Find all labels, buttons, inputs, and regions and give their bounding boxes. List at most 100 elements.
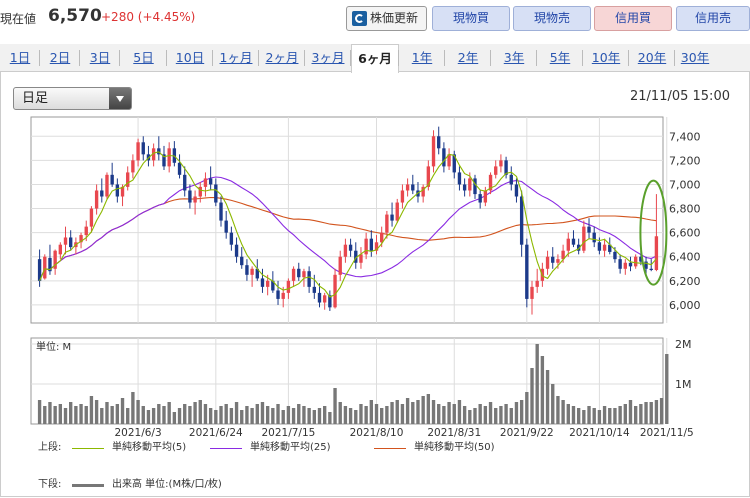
- tab-3[interactable]: 5日: [133, 50, 154, 65]
- volume-bar: [203, 404, 208, 424]
- tab-7[interactable]: 3ヶ月: [311, 50, 345, 65]
- candle-body: [514, 184, 519, 197]
- volume-bar: [519, 400, 524, 424]
- candle-body: [390, 214, 394, 221]
- volume-bar: [426, 394, 431, 424]
- volume-bar: [462, 406, 467, 424]
- volume-bar: [94, 400, 99, 424]
- candle-body: [556, 259, 560, 263]
- candle-body: [271, 280, 275, 291]
- volume-bar: [110, 406, 114, 424]
- legend-upper-label: 上段:: [38, 442, 62, 453]
- volume-bar: [172, 412, 177, 424]
- candle-body: [613, 251, 617, 260]
- candle-body: [115, 184, 120, 197]
- ma5-line: [39, 151, 657, 298]
- candle-body: [141, 142, 145, 155]
- candle-body: [483, 190, 488, 203]
- tab-4[interactable]: 10日: [175, 50, 205, 65]
- volume-bar: [79, 404, 83, 424]
- tab-2[interactable]: 3日: [89, 50, 111, 65]
- refresh-icon: [352, 11, 367, 26]
- volume-swatch: [72, 484, 104, 487]
- candle-body: [473, 178, 477, 195]
- candle-body: [457, 172, 462, 185]
- volume-bar: [359, 404, 363, 424]
- volume-unit-label: 単位: M: [36, 340, 71, 353]
- candle-body: [576, 244, 581, 251]
- candle-body: [240, 256, 244, 266]
- tab-12[interactable]: 5年: [549, 50, 571, 65]
- volume-bar: [509, 408, 513, 424]
- price-change: +280 (+4.45%): [101, 10, 196, 24]
- price-tick-label: 7,000: [669, 178, 701, 191]
- candle-body: [322, 295, 327, 303]
- candle-body: [177, 162, 182, 175]
- volume-bar: [240, 410, 244, 424]
- candle-body: [307, 271, 311, 287]
- volume-bar: [654, 400, 659, 424]
- tab-1[interactable]: 2日: [49, 50, 71, 65]
- tab-separator: [582, 50, 583, 66]
- volume-bar: [582, 410, 586, 424]
- candle-body: [58, 244, 63, 255]
- volume-bar: [644, 402, 648, 424]
- volume-bar: [157, 404, 161, 424]
- legend-ma50: 単純移動平均(50): [414, 442, 495, 453]
- candle-body: [509, 174, 513, 185]
- volume-bar: [385, 406, 389, 424]
- volume-bar: [514, 402, 519, 424]
- candle-body: [203, 178, 208, 187]
- cash-buy-button[interactable]: 現物買: [432, 6, 510, 31]
- candle-body: [462, 184, 467, 191]
- price-tick-label: 6,800: [669, 203, 701, 216]
- tab-8[interactable]: 6ヶ月: [351, 44, 399, 73]
- volume-bar: [281, 410, 285, 424]
- volume-bar: [348, 408, 353, 424]
- candle-body: [633, 256, 638, 267]
- volume-bar: [473, 408, 477, 424]
- candle-body: [69, 237, 73, 248]
- volume-bar: [198, 400, 202, 424]
- tab-separator: [79, 50, 80, 66]
- volume-bar: [390, 402, 394, 424]
- volume-bar: [442, 406, 446, 424]
- date-tick-label: 2021/11/5: [640, 427, 694, 439]
- tab-9[interactable]: 1年: [411, 50, 433, 65]
- candle-body: [234, 244, 239, 257]
- tab-separator: [119, 50, 120, 66]
- quote-header: 現在値 6,570 +280 (+4.45%) 株価更新 現物買 現物売 信用買…: [0, 0, 750, 36]
- tab-15[interactable]: 30年: [680, 50, 710, 65]
- tab-separator: [212, 50, 213, 66]
- volume-bar: [265, 406, 270, 424]
- candle-body: [162, 154, 166, 167]
- volume-bar: [333, 388, 337, 424]
- candle-body: [478, 194, 482, 203]
- volume-bar: [291, 408, 296, 424]
- tab-14[interactable]: 20年: [637, 50, 667, 65]
- cash-sell-button[interactable]: 現物売: [513, 6, 591, 31]
- update-price-button[interactable]: 株価更新: [346, 6, 427, 31]
- volume-bar: [188, 406, 192, 424]
- margin-sell-button[interactable]: 信用売: [676, 6, 750, 31]
- volume-bar: [561, 400, 565, 424]
- volume-bar: [162, 406, 166, 424]
- margin-buy-button[interactable]: 信用買: [594, 6, 672, 31]
- tab-5[interactable]: 1ヶ月: [219, 50, 253, 65]
- tab-0[interactable]: 1日: [9, 50, 31, 65]
- volume-bar: [483, 406, 488, 424]
- tab-13[interactable]: 10年: [591, 50, 621, 65]
- volume-bar: [317, 408, 322, 424]
- tab-6[interactable]: 2ヶ月: [265, 50, 299, 65]
- tab-10[interactable]: 2年: [457, 50, 479, 65]
- volume-bar: [633, 406, 638, 424]
- candle-body: [229, 232, 234, 245]
- date-tick-label: 2021/7/15: [261, 427, 315, 439]
- volume-bar: [587, 406, 591, 424]
- current-price-label: 現在値: [0, 12, 37, 26]
- tab-11[interactable]: 3年: [503, 50, 525, 65]
- candle-period-select[interactable]: 日足: [13, 87, 132, 110]
- candle-body: [136, 142, 140, 161]
- volume-bar: [115, 404, 120, 424]
- candle-body: [421, 186, 425, 197]
